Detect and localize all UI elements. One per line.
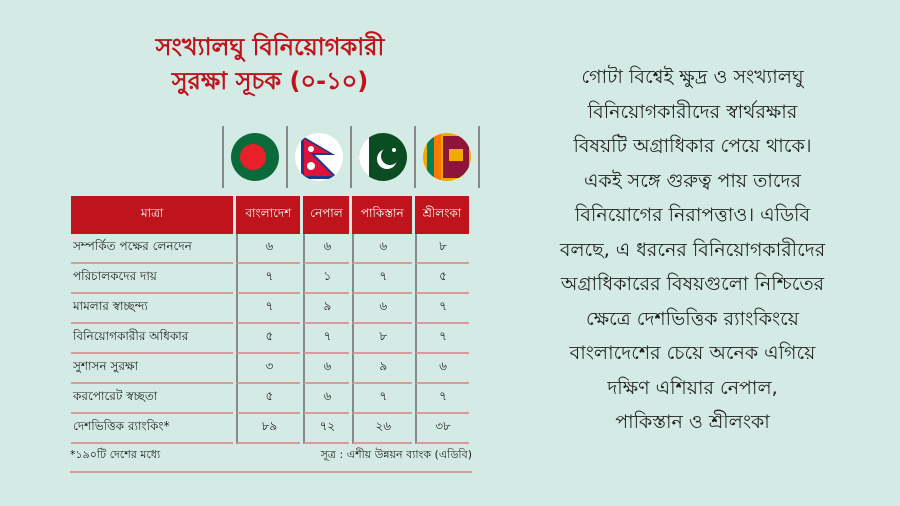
table-header-row: মাত্রা বাংলাদেশ নেপাল পাকিস্তান শ্রীলংকা [71,196,469,234]
cell-value: ৭ [303,324,350,354]
cell-value: ৬ [303,234,350,264]
table-footer: *১৯০টি দেশের মধ্যে সূত্র : এশীয় উন্নয়ন… [70,446,472,473]
description-paragraph: গোটা বিশ্বেই ক্ষুদ্র ও সংখ্যালঘু বিনিয়োগ… [505,60,880,440]
column-header-bangladesh: বাংলাদেশ [236,196,301,234]
sri-lanka-flag-icon [423,133,471,181]
row-label: দেশভিত্তিক র‍্যাংকিং* [71,414,234,444]
cell-value: ৭ [236,294,301,324]
row-label: পরিচালকদের দায় [71,264,234,294]
table-row: মামলার স্বাচ্ছন্দ্য ৭ ৯ ৬ ৭ [71,294,469,324]
table-row: দেশভিত্তিক র‍্যাংকিং* ৮৯ ৭২ ২৬ ৩৮ [71,414,469,444]
source-note: সূত্র : এশীয় উন্নয়ন ব্যাংক (এডিবি) [320,448,472,461]
cell-value: ৭২ [303,414,350,444]
flag-cell [414,126,480,188]
cell-value: ৭ [415,324,469,354]
title-line-2: সুরক্ষা সূচক (০-১০) [171,67,369,95]
flag-row [222,126,480,188]
table-row: পরিচালকদের দায় ৭ ১ ৭ ৫ [71,264,469,294]
row-label: মামলার স্বাচ্ছন্দ্য [71,294,234,324]
row-label: সুশাসন সুরক্ষা [71,354,234,384]
cell-value: ৬ [303,384,350,414]
cell-value: ৬ [352,234,413,264]
cell-value: ৭ [352,264,413,294]
paragraph-line: গোটা বিশ্বেই ক্ষুদ্র ও সংখ্যালঘু [581,66,804,88]
table-row: করপোরেট স্বচ্ছতা ৫ ৬ ৭ ৭ [71,384,469,414]
index-table: মাত্রা বাংলাদেশ নেপাল পাকিস্তান শ্রীলংকা… [68,196,472,444]
cell-value: ৯ [303,294,350,324]
table-row: সুশাসন সুরক্ষা ৩ ৬ ৯ ৬ [71,354,469,384]
cell-value: ৫ [415,264,469,294]
flag-cell [222,126,286,188]
cell-value: ২৬ [352,414,413,444]
cell-value: ৮ [415,234,469,264]
cell-value: ৭ [352,384,413,414]
paragraph-line: একই সঙ্গে গুরুত্ব পায় তাদের [584,169,801,192]
paragraph-line: অগ্রাধিকারের বিষয়গুলো নিশ্চিতের [560,273,825,295]
row-label: সম্পর্কিত পক্ষের লেনদেন [71,234,234,264]
cell-value: ৭ [415,384,469,414]
cell-value: ৫ [236,384,301,414]
flag-cell [286,126,350,188]
row-label: করপোরেট স্বচ্ছতা [71,384,234,414]
column-header-sri-lanka: শ্রীলংকা [415,196,469,234]
cell-value: ৬ [415,354,469,384]
flag-cell [350,126,414,188]
paragraph-line: বাংলাদেশের চেয়ে অনেক এগিয়ে [569,342,816,364]
cell-value: ৯ [352,354,413,384]
pakistan-flag-icon [359,133,407,181]
cell-value: ৩৮ [415,414,469,444]
nepal-flag-icon [295,133,343,181]
paragraph-line: দক্ষিণ এশিয়ার নেপাল, [607,376,778,399]
paragraph-line: বিনিয়োগকারীদের স্বার্থরক্ষার [587,100,798,123]
column-header-pakistan: পাকিস্তান [352,196,413,234]
paragraph-line: ক্ষেত্রে দেশভিত্তিক র‍্যাংকিংয়ে [586,307,799,330]
cell-value: ৭ [415,294,469,324]
paragraph-line: বিনিয়োগের নিরাপত্তাও। এডিবি [574,204,811,226]
paragraph-line: বিষয়টি অগ্রাধিকার পেয়ে থাকে। [573,135,812,157]
cell-value: ৮৯ [236,414,301,444]
table-row: সম্পর্কিত পক্ষের লেনদেন ৬ ৬ ৬ ৮ [71,234,469,264]
cell-value: ৬ [303,354,350,384]
row-label: বিনিয়োগকারীর অধিকার [71,324,234,354]
cell-value: ৬ [236,234,301,264]
cell-value: ৩ [236,354,301,384]
cell-value: ৮ [352,324,413,354]
cell-value: ৬ [352,294,413,324]
paragraph-line: পাকিস্তান ও শ্রীলংকা [615,411,770,433]
table-row: বিনিয়োগকারীর অধিকার ৫ ৭ ৮ ৭ [71,324,469,354]
infographic-title: সংখ্যালঘু বিনিয়োগকারী সুরক্ষা সূচক (০-১… [70,30,470,98]
cell-value: ৫ [236,324,301,354]
paragraph-line: বলছে, এ ধরনের বিনিয়োগকারীদের [559,238,826,261]
column-header-nepal: নেপাল [303,196,350,234]
title-line-1: সংখ্যালঘু বিনিয়োগকারী [155,33,385,61]
cell-value: ৭ [236,264,301,294]
bangladesh-flag-icon [231,133,279,181]
footnote: *১৯০টি দেশের মধ্যে [70,448,161,461]
cell-value: ১ [303,264,350,294]
column-header-measure: মাত্রা [71,196,234,234]
